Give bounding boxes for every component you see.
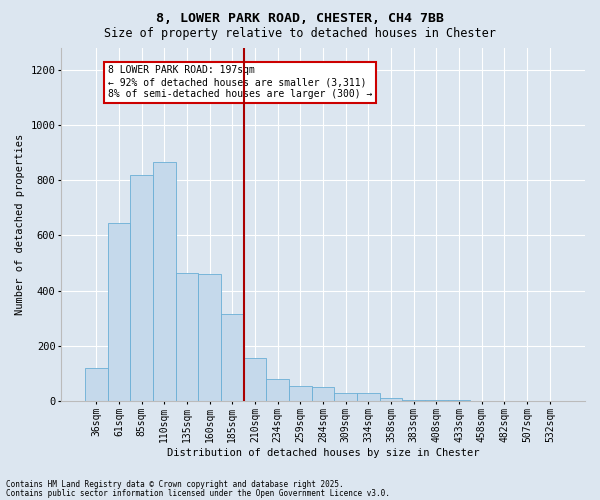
Bar bbox=[153, 162, 176, 401]
Bar bbox=[470, 400, 493, 401]
Bar bbox=[289, 386, 312, 401]
Bar bbox=[266, 379, 289, 401]
Bar bbox=[244, 358, 266, 401]
Bar bbox=[312, 388, 334, 401]
Bar bbox=[357, 393, 380, 401]
Bar bbox=[334, 393, 357, 401]
Text: 8, LOWER PARK ROAD, CHESTER, CH4 7BB: 8, LOWER PARK ROAD, CHESTER, CH4 7BB bbox=[156, 12, 444, 26]
Y-axis label: Number of detached properties: Number of detached properties bbox=[15, 134, 25, 315]
Bar bbox=[403, 400, 425, 401]
Bar bbox=[176, 272, 199, 401]
Text: Contains public sector information licensed under the Open Government Licence v3: Contains public sector information licen… bbox=[6, 489, 390, 498]
Bar bbox=[448, 400, 470, 401]
X-axis label: Distribution of detached houses by size in Chester: Distribution of detached houses by size … bbox=[167, 448, 479, 458]
Bar bbox=[107, 223, 130, 401]
Bar bbox=[130, 174, 153, 401]
Bar bbox=[199, 274, 221, 401]
Text: Contains HM Land Registry data © Crown copyright and database right 2025.: Contains HM Land Registry data © Crown c… bbox=[6, 480, 344, 489]
Bar bbox=[85, 368, 107, 401]
Bar bbox=[425, 400, 448, 401]
Text: Size of property relative to detached houses in Chester: Size of property relative to detached ho… bbox=[104, 28, 496, 40]
Bar bbox=[380, 398, 403, 401]
Bar bbox=[221, 314, 244, 401]
Text: 8 LOWER PARK ROAD: 197sqm
← 92% of detached houses are smaller (3,311)
8% of sem: 8 LOWER PARK ROAD: 197sqm ← 92% of detac… bbox=[107, 66, 372, 98]
Bar bbox=[493, 400, 516, 401]
